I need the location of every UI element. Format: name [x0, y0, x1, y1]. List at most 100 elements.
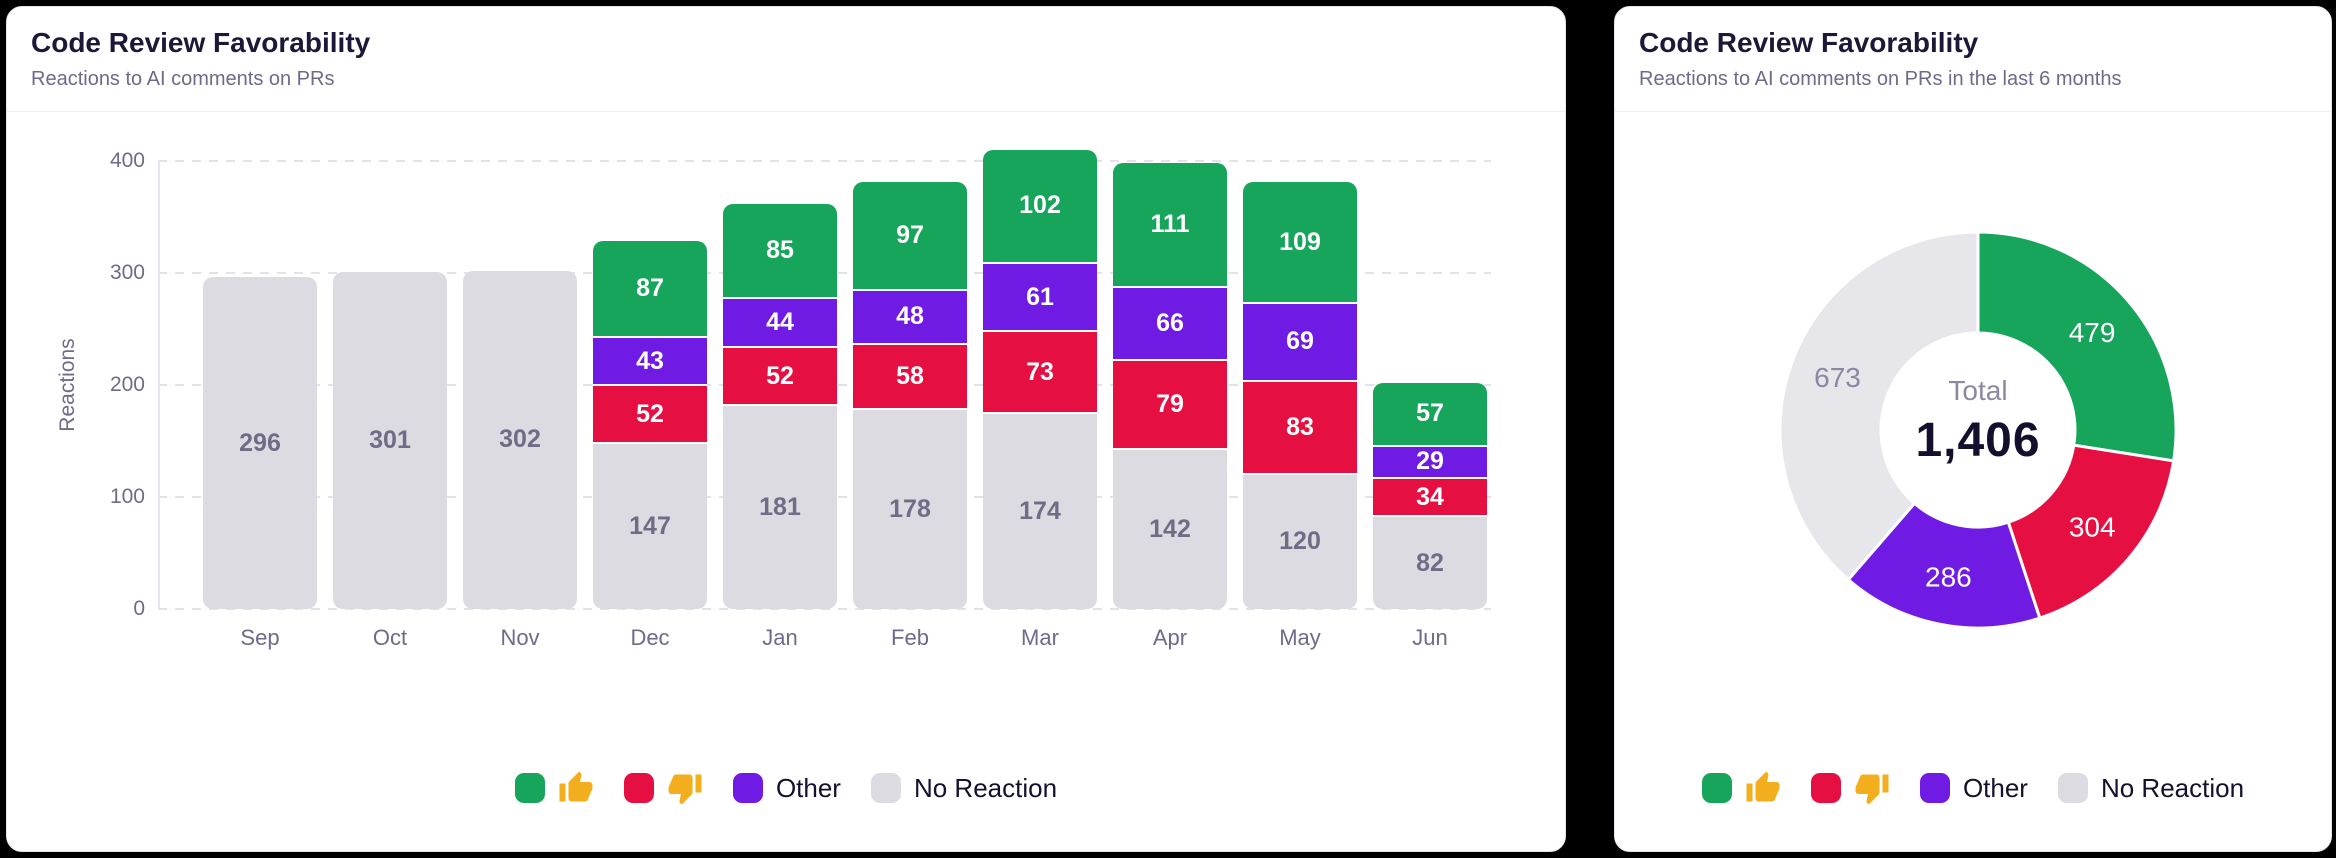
bar-value-label: 48 [896, 302, 924, 331]
donut-value-label-down: 304 [2069, 512, 2116, 543]
bar-nov: 302 [463, 270, 577, 609]
bar-sep: 296 [203, 277, 317, 609]
bar-segment-none: 296 [203, 277, 317, 609]
bar-segment-down: 52 [723, 348, 837, 407]
bar-card-header: Code Review Favorability Reactions to AI… [7, 7, 1565, 112]
x-label-dec: Dec [630, 625, 670, 650]
y-tick-100: 100 [109, 485, 145, 508]
legend-swatch-up [1701, 773, 1732, 803]
donut-chart-legend: Other No Reaction [1615, 763, 2331, 813]
bar-segment-up: 85 [723, 203, 837, 299]
bar-value-label: 58 [896, 361, 924, 390]
bar-value-label: 178 [889, 494, 931, 523]
y-axis-title: Reactions [56, 338, 79, 432]
bar-value-label: 43 [636, 346, 664, 375]
legend-item-other: Other [732, 772, 841, 804]
bar-segment-down: 83 [1243, 381, 1357, 475]
bar-value-label: 102 [1019, 191, 1061, 220]
x-label-feb: Feb [891, 625, 929, 650]
bar-segment-down: 58 [853, 344, 967, 410]
donut-card-subtitle: Reactions to AI comments on PRs in the l… [1639, 68, 2122, 90]
bar-segment-none: 174 [983, 414, 1097, 609]
bar-segment-none: 147 [593, 444, 707, 609]
stacked-bar-chart: 0 100 200 300 400 Reactions 296 Sep 301 Oct 302 Nov… [7, 7, 1565, 851]
bar-segment-down: 73 [983, 332, 1097, 415]
bar-chart-card: Code Review Favorability Reactions to AI… [6, 6, 1566, 852]
bar-segment-other: 43 [593, 337, 707, 387]
donut-slice-none [1778, 230, 1980, 582]
bar-value-label: 142 [1149, 514, 1191, 543]
bar-value-label: 29 [1416, 447, 1444, 476]
x-label-mar: Mar [1021, 625, 1059, 650]
bar-segment-down: 34 [1373, 479, 1487, 518]
donut-chart-card: Code Review Favorability Reactions to AI… [1614, 6, 2332, 852]
bar-segment-up: 87 [593, 240, 707, 338]
bar-value-label: 66 [1156, 309, 1184, 337]
bar-segment-down: 52 [593, 386, 707, 445]
bar-value-label: 174 [1019, 497, 1061, 526]
donut-card-header: Code Review Favorability Reactions to AI… [1615, 7, 2331, 112]
bar-oct: 301 [333, 271, 447, 609]
legend-swatch-none [870, 773, 901, 803]
legend-label-other: Other [775, 772, 841, 803]
bar-value-label: 52 [636, 399, 664, 428]
bar-jun: 57 29 34 82 [1373, 382, 1487, 609]
bar-feb: 97 48 58 178 [853, 182, 967, 609]
thumbs-up-icon [1745, 770, 1781, 806]
y-tick-300: 300 [109, 261, 145, 284]
donut-card-title: Code Review Favorability [1639, 27, 1979, 58]
bar-segment-none: 120 [1243, 474, 1357, 609]
bar-segment-up: 111 [1113, 163, 1227, 288]
y-tick-0: 0 [133, 597, 145, 620]
donut-chart: 479 304 286 673 [1615, 7, 2331, 851]
donut-ring: 479 304 286 673 [1778, 230, 2178, 630]
bar-value-label: 296 [239, 428, 281, 457]
bar-segment-other: 48 [853, 290, 967, 345]
legend-swatch-down [623, 773, 654, 803]
bar-segment-down: 79 [1113, 361, 1227, 450]
legend-label-none: No Reaction [913, 772, 1058, 803]
bar-segment-none: 142 [1113, 449, 1227, 609]
bar-segment-other: 44 [723, 298, 837, 348]
legend-item-none: No Reaction [870, 772, 1058, 804]
legend-swatch-other [1919, 773, 1950, 803]
bar-value-label: 109 [1279, 227, 1321, 256]
bar-value-label: 69 [1286, 327, 1314, 356]
legend-item-none: No Reaction [2057, 772, 2245, 804]
x-label-sep: Sep [240, 625, 280, 650]
gridline-0 [158, 608, 1491, 610]
donut-value-label-other: 286 [1925, 562, 1972, 593]
bar-card-subtitle: Reactions to AI comments on PRs [31, 68, 335, 90]
legend-swatch-down [1810, 773, 1841, 803]
bar-mar: 102 61 73 174 [983, 149, 1097, 609]
x-label-oct: Oct [372, 625, 408, 650]
bar-value-label: 97 [896, 221, 924, 250]
bar-value-label: 302 [499, 425, 541, 454]
y-tick-400: 400 [109, 149, 145, 172]
bar-value-label: 52 [766, 361, 794, 390]
bar-value-label: 44 [766, 307, 794, 336]
gridline-400 [158, 160, 1491, 162]
donut-slice-other [1846, 501, 2042, 630]
bar-segment-up: 57 [1373, 382, 1487, 447]
x-label-nov: Nov [500, 625, 540, 650]
thumbs-down-icon [667, 770, 703, 806]
bar-segment-other: 69 [1243, 304, 1357, 382]
legend-item-down [1810, 770, 1890, 806]
legend-label-none: No Reaction [2100, 772, 2245, 803]
legend-item-down [623, 770, 703, 806]
legend-swatch-none [2057, 773, 2088, 803]
bar-segment-none: 178 [853, 409, 967, 609]
bar-jan: 85 44 52 181 [723, 203, 837, 609]
bar-value-label: 147 [629, 512, 671, 541]
bar-value-label: 61 [1026, 282, 1054, 311]
y-axis-line [158, 161, 160, 609]
bar-value-label: 120 [1279, 527, 1321, 556]
donut-center-total: Total 1,406 [1828, 375, 2128, 468]
bar-value-label: 85 [766, 235, 794, 264]
bar-apr: 111 66 79 142 [1113, 163, 1227, 609]
donut-slice-down [2006, 443, 2176, 620]
donut-value-label-up: 479 [2069, 317, 2116, 348]
bar-may: 109 69 83 120 [1243, 182, 1357, 609]
